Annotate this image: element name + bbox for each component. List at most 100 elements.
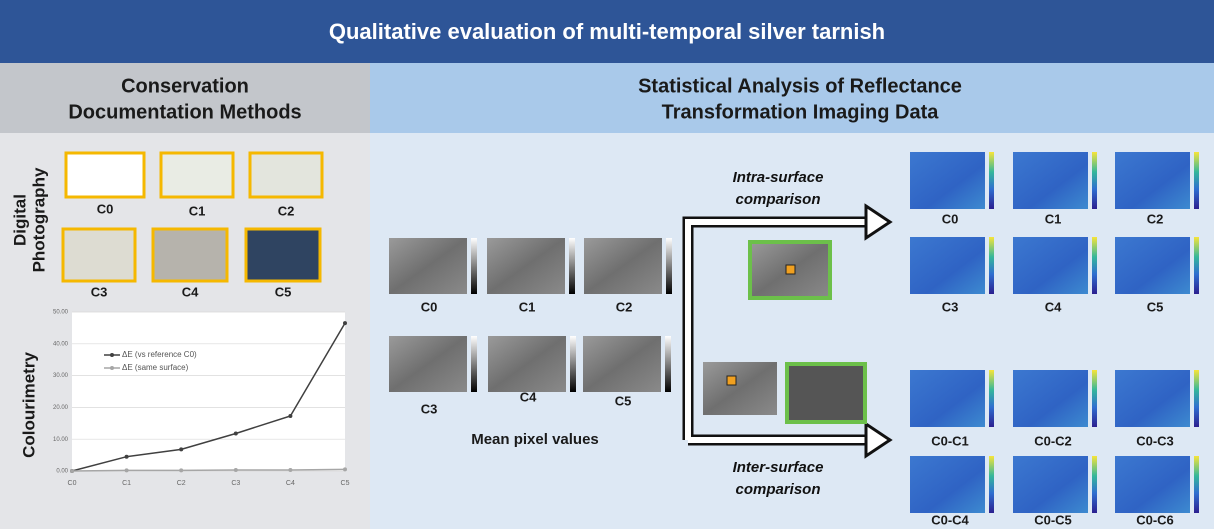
heatmap — [1115, 370, 1190, 427]
photo-label: C2 — [278, 203, 295, 218]
x-tick-label: C4 — [286, 480, 295, 487]
mean-pixel-label: C3 — [421, 401, 438, 416]
photo-sample — [66, 153, 144, 197]
right-title: Transformation Imaging Data — [662, 101, 940, 123]
heatmap-label: C0 — [942, 211, 959, 226]
mean-pixel-label: C2 — [616, 299, 633, 314]
mean-pixel-label: C0 — [421, 299, 438, 314]
colour-bar — [989, 370, 994, 427]
series-marker — [179, 447, 183, 451]
x-tick-label: C5 — [341, 480, 350, 487]
y-tick-label: 50.00 — [53, 310, 69, 316]
mean-pixel-image — [488, 336, 566, 392]
colour-bar — [1092, 152, 1097, 209]
heatmap — [1115, 237, 1190, 294]
y-tick-label: 20.00 — [53, 405, 69, 411]
legend-swatch — [110, 366, 114, 370]
right-title: Statistical Analysis of Reflectance — [638, 75, 962, 97]
heatmap — [1013, 370, 1088, 427]
y-tick-label: 10.00 — [53, 437, 69, 443]
heatmap-label: C3 — [942, 299, 959, 314]
colour-bar — [1194, 370, 1199, 427]
greyscale-bar — [570, 336, 576, 392]
legend-label: ΔE (same surface) — [122, 363, 189, 372]
intra-label: comparison — [735, 191, 820, 208]
heatmap — [1115, 152, 1190, 209]
photo-sample — [161, 153, 233, 197]
photography-label: Photography — [29, 167, 48, 272]
mean-pixel-image — [583, 336, 661, 392]
greyscale-bar — [665, 336, 671, 392]
photo-sample — [250, 153, 322, 197]
mean-pixel-label: C1 — [519, 299, 536, 314]
x-tick-label: C0 — [68, 480, 77, 487]
heatmap — [910, 456, 985, 513]
series-marker — [234, 468, 238, 472]
colourimetry-label: Colourimetry — [19, 352, 38, 458]
series-marker — [288, 414, 292, 418]
left-title: Conservation — [121, 75, 249, 97]
mean-pixel-label: C4 — [520, 389, 537, 404]
series-marker — [343, 467, 347, 471]
heatmap-label: C1 — [1045, 211, 1062, 226]
heatmap — [1013, 152, 1088, 209]
photography-label: Digital — [10, 194, 29, 246]
mean-pixel-label: Mean pixel values — [471, 431, 599, 448]
photo-label: C4 — [182, 284, 199, 299]
photo-sample — [153, 229, 227, 281]
heatmap — [1013, 456, 1088, 513]
x-tick-label: C1 — [122, 480, 131, 487]
heatmap — [910, 152, 985, 209]
mean-pixel-image — [389, 336, 467, 392]
heatmap-label: C4 — [1045, 299, 1062, 314]
left-title: Documentation Methods — [68, 101, 301, 123]
y-tick-label: 40.00 — [53, 341, 69, 347]
colour-bar — [1092, 237, 1097, 294]
series-marker — [70, 469, 74, 473]
series-marker — [125, 455, 129, 459]
x-tick-label: C3 — [231, 480, 240, 487]
page: Qualitative evaluation of multi-temporal… — [0, 0, 1214, 529]
heatmap-label: C5 — [1147, 299, 1164, 314]
legend-label: ΔE (vs reference C0) — [122, 350, 197, 359]
photo-sample — [63, 229, 135, 281]
colour-bar — [1092, 370, 1097, 427]
series-marker — [343, 321, 347, 325]
heatmap — [910, 370, 985, 427]
heatmap-label: C0-C3 — [1136, 433, 1174, 448]
heatmap-label: C0-C5 — [1034, 512, 1072, 527]
series-marker — [234, 431, 238, 435]
greyscale-bar — [471, 238, 477, 294]
y-tick-label: 30.00 — [53, 373, 69, 379]
y-tick-label: 0.00 — [56, 469, 68, 475]
heatmap — [1013, 237, 1088, 294]
colour-bar — [1194, 456, 1199, 513]
mean-pixel-image — [389, 238, 467, 294]
heatmap — [910, 237, 985, 294]
series-marker — [179, 468, 183, 472]
colour-bar — [989, 152, 994, 209]
heatmap-label: C0-C2 — [1034, 433, 1072, 448]
colourimetry-chart: 0.00 10.00 20.00 30.00 40.00 50.00 C0 C1 C2 C3 C4 C… — [53, 310, 350, 487]
legend-swatch — [110, 353, 114, 357]
heatmap-label: C2 — [1147, 211, 1164, 226]
intra-label: Intra-surface — [733, 169, 824, 186]
colour-bar — [989, 456, 994, 513]
x-tick-label: C2 — [177, 480, 186, 487]
series-marker — [125, 468, 129, 472]
colour-bar — [1194, 237, 1199, 294]
greyscale-bar — [471, 336, 477, 392]
heatmap-label: C0-C4 — [931, 512, 969, 527]
mean-pixel-image — [584, 238, 662, 294]
heatmap — [1115, 456, 1190, 513]
colour-bar — [1092, 456, 1097, 513]
series-marker — [288, 468, 292, 472]
photo-sample — [246, 229, 320, 281]
colour-bar — [1194, 152, 1199, 209]
greyscale-bar — [569, 238, 575, 294]
heatmap-label: C0-C6 — [1136, 512, 1174, 527]
photo-label: C0 — [97, 201, 114, 216]
mean-pixel-image — [487, 238, 565, 294]
colour-bar — [989, 237, 994, 294]
photo-label: C3 — [91, 284, 108, 299]
